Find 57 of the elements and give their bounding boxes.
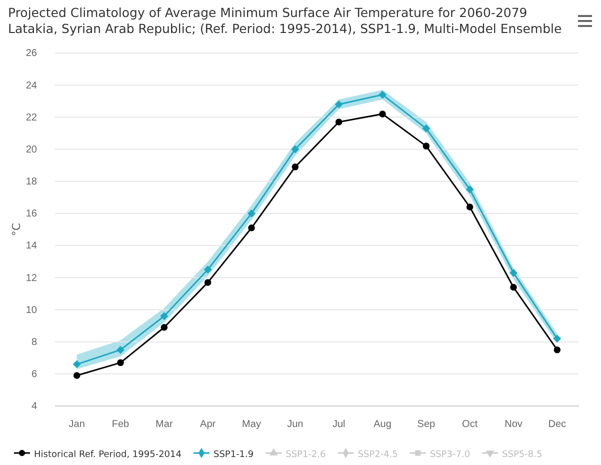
legend-label: SSP3-7.0	[430, 450, 470, 460]
point	[291, 145, 300, 154]
chart-title: Projected Climatology of Average Minimum Surface Air Temperature for 2060-2079	[8, 5, 528, 20]
point	[292, 164, 299, 170]
y-tick-label: 26	[26, 48, 38, 60]
x-tick-label: Jan	[68, 419, 85, 430]
y-tick-label: 12	[26, 272, 38, 284]
legend-label: SSP2-4.5	[358, 450, 398, 460]
point	[117, 359, 124, 366]
x-tick-label: Jun	[287, 419, 304, 430]
x-tick-label: Nov	[504, 419, 522, 430]
point	[72, 360, 81, 368]
legend-label: SSP1-1.9	[213, 450, 254, 460]
point	[160, 312, 168, 320]
y-tick-label: 14	[26, 240, 38, 252]
y-tick-label: 6	[31, 369, 38, 380]
point	[335, 118, 342, 126]
x-tick-label: Mar	[156, 419, 174, 430]
point	[160, 324, 168, 331]
point	[204, 266, 212, 274]
legend-label: Historical Ref. Period, 1995-2014	[34, 450, 182, 460]
y-tick-label: 10	[26, 304, 38, 316]
x-tick-label: Sep	[417, 419, 436, 430]
x-tick-label: Oct	[462, 419, 478, 430]
point	[466, 185, 474, 194]
point	[553, 334, 562, 343]
y-tick-label: 4	[31, 401, 38, 412]
x-tick-label: Jul	[332, 419, 346, 430]
point	[248, 209, 256, 218]
y-tick-label: 16	[26, 208, 38, 220]
y-tick-label: 18	[26, 176, 38, 188]
legend-label: SSP5-8.5	[502, 450, 542, 460]
x-tick-label: Feb	[112, 419, 130, 430]
y-tick-label: 22	[26, 112, 38, 124]
x-tick-label: Aug	[374, 419, 392, 430]
point	[554, 346, 561, 354]
x-tick-label: Apr	[200, 419, 216, 430]
point	[510, 284, 517, 291]
point	[510, 268, 518, 277]
y-tick-label: 20	[26, 144, 38, 156]
y-axis-title: °C	[10, 222, 23, 236]
point	[378, 90, 386, 99]
chart-subtitle: Latakia, Syrian Arab Republic; (Ref. Period: 1995-2014), SSP1-1.9, Multi-Model Ensemble	[8, 21, 562, 36]
point	[422, 142, 430, 150]
legend-label: SSP1-2.6	[286, 450, 326, 460]
point	[204, 279, 212, 286]
point	[466, 204, 474, 210]
y-tick-label: 8	[31, 337, 38, 348]
point	[334, 100, 343, 108]
x-tick-label: Dec	[548, 419, 566, 430]
x-tick-label: May	[242, 419, 261, 430]
point	[248, 224, 255, 232]
y-tick-label: 24	[26, 80, 38, 92]
point	[116, 346, 124, 354]
point	[379, 110, 386, 118]
point	[422, 124, 430, 132]
point	[73, 372, 80, 379]
